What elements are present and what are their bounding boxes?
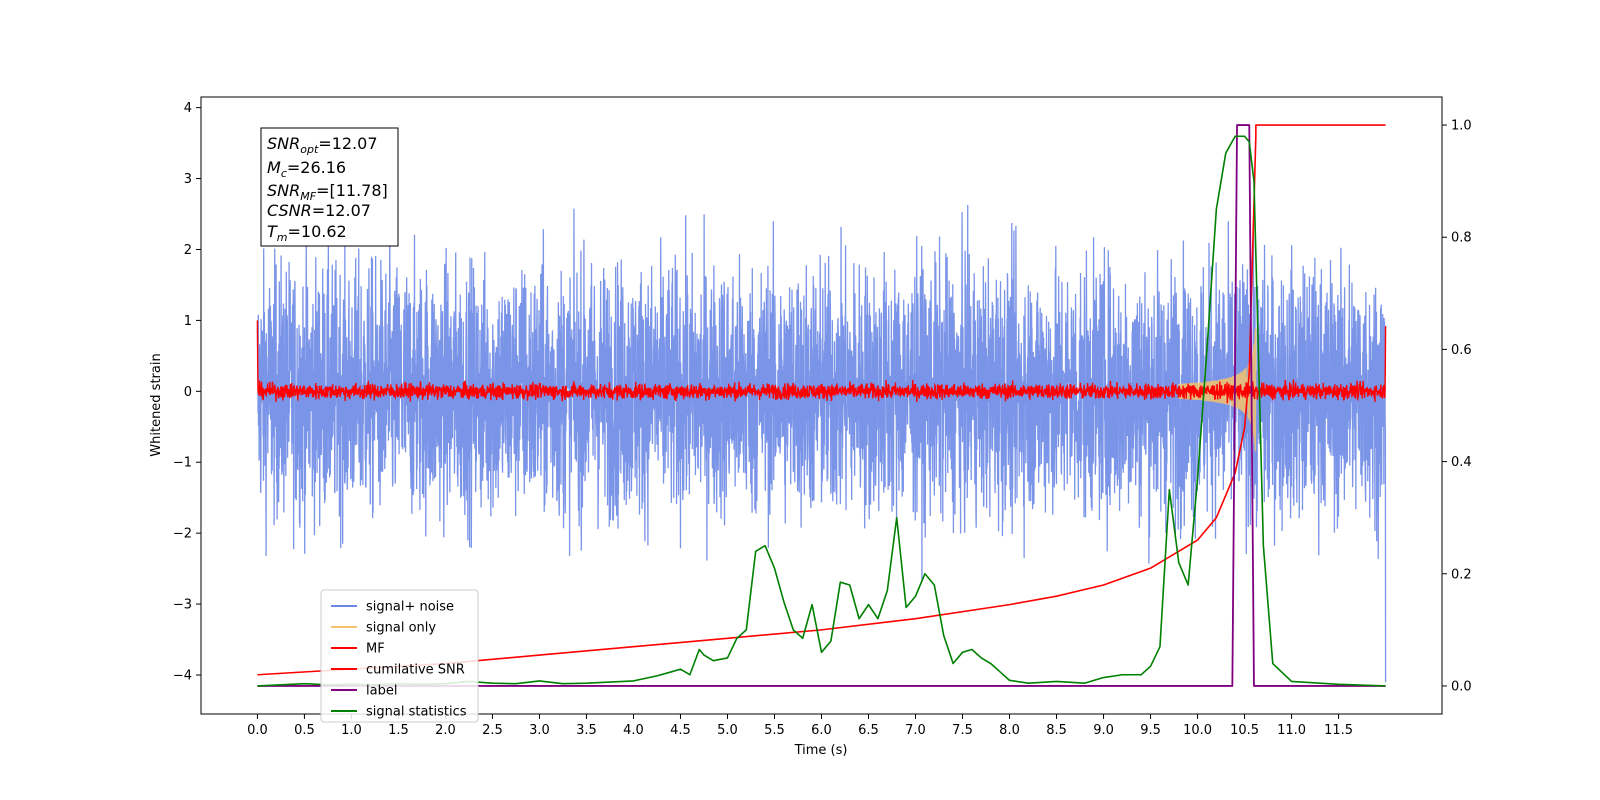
x-tick-label: 8.5 <box>1046 723 1067 738</box>
stat-snr-opt: SNRopt=12.07 <box>267 134 378 156</box>
legend-label: signal statistics <box>366 705 467 720</box>
y-axis-left: 4 3 2 1 0 −1 −2 −3 −4 <box>173 101 201 683</box>
x-tick-label: 5.0 <box>717 723 738 738</box>
y-tick-label: −1 <box>173 456 192 471</box>
x-tick-label: 0.0 <box>247 723 268 738</box>
x-tick-label: 1.0 <box>341 723 362 738</box>
x-tick-label: 11.5 <box>1324 723 1353 738</box>
legend-label: MF <box>366 642 385 657</box>
stat-tm: Tm=10.62 <box>267 222 347 244</box>
y2-tick-label: 1.0 <box>1451 119 1472 134</box>
legend-label: cumilative SNR <box>366 663 465 678</box>
x-tick-label: 8.0 <box>999 723 1020 738</box>
x-tick-label: 4.5 <box>670 723 691 738</box>
x-tick-label: 2.0 <box>435 723 456 738</box>
stats-box: SNRopt=12.07 Mc=26.16 SNRMF=[11.78] CSNR… <box>260 127 399 247</box>
series-cumulative-snr <box>257 124 1386 676</box>
x-tick-label: 2.5 <box>482 723 503 738</box>
y-tick-label: 0 <box>184 385 192 400</box>
y-axis-right: 1.0 0.8 0.6 0.4 0.2 0.0 <box>1442 119 1472 694</box>
y-tick-label: −4 <box>173 668 192 683</box>
x-tick-label: 0.5 <box>294 723 315 738</box>
legend-label: label <box>366 684 397 699</box>
y2-tick-label: 0.4 <box>1451 455 1472 470</box>
x-tick-label: 6.5 <box>858 723 879 738</box>
y-tick-label: 4 <box>184 101 192 116</box>
y-tick-label: 1 <box>184 314 192 329</box>
y-axis-label: Whitened strain <box>149 353 164 456</box>
y-tick-label: 2 <box>184 243 192 258</box>
legend: signal+ noise signal only MF cumilative SNR… <box>320 589 479 723</box>
legend-label: signal only <box>366 621 436 636</box>
legend-frame <box>320 589 479 723</box>
x-tick-label: 10.5 <box>1230 723 1259 738</box>
x-tick-label: 1.5 <box>388 723 409 738</box>
x-tick-label: 3.5 <box>576 723 597 738</box>
x-axis: 0.0 0.5 1.0 1.5 2.0 2.5 3.0 3.5 4.0 4.5 5.0 5.5 6.0 6… <box>247 714 1353 738</box>
x-tick-label: 10.0 <box>1183 723 1212 738</box>
x-tick-label: 3.0 <box>529 723 550 738</box>
legend-label: signal+ noise <box>366 600 454 615</box>
x-tick-label: 9.5 <box>1140 723 1161 738</box>
stats-box-frame <box>260 127 399 247</box>
x-tick-label: 7.5 <box>952 723 973 738</box>
x-tick-label: 4.0 <box>623 723 644 738</box>
x-tick-label: 11.0 <box>1277 723 1306 738</box>
series-label <box>257 124 1386 687</box>
x-tick-label: 9.0 <box>1093 723 1114 738</box>
stat-snr-mf: SNRMF=[11.78] <box>267 181 388 203</box>
y2-tick-label: 0.2 <box>1451 567 1472 582</box>
y-tick-label: 3 <box>184 172 192 187</box>
series-layer <box>256 124 1387 687</box>
y-tick-label: −2 <box>173 527 192 542</box>
series-signal-noise <box>256 205 1387 683</box>
x-axis-label: Time (s) <box>794 743 848 758</box>
y2-tick-label: 0.0 <box>1451 679 1472 694</box>
stat-mc: Mc=26.16 <box>267 158 346 180</box>
x-tick-label: 5.5 <box>764 723 785 738</box>
y-tick-label: −3 <box>173 598 192 613</box>
x-tick-label: 6.0 <box>811 723 832 738</box>
y2-tick-label: 0.8 <box>1451 231 1472 246</box>
series-signal-statistics <box>257 135 1386 687</box>
x-tick-label: 7.0 <box>905 723 926 738</box>
series-mf <box>256 320 1387 404</box>
stat-csnr: CSNR=12.07 <box>267 201 371 220</box>
y2-tick-label: 0.6 <box>1451 343 1472 358</box>
